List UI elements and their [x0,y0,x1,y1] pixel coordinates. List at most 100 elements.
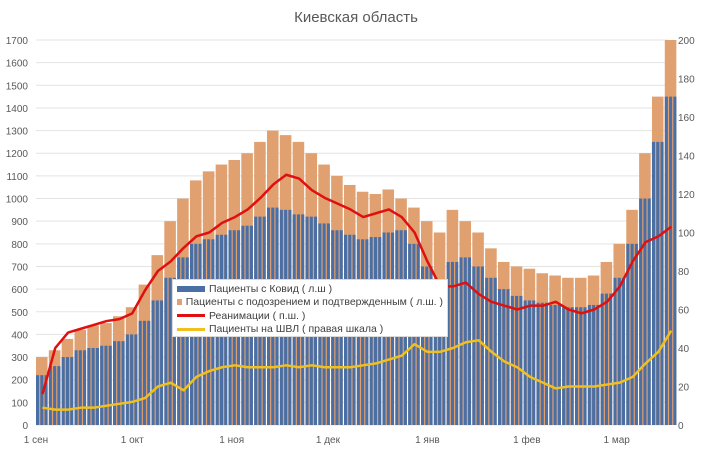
bar-covid [100,345,104,425]
bar-covid [455,261,459,425]
bar-covid [664,96,668,425]
bar-covid [172,277,176,425]
x-tick-label: 1 фев [513,434,540,446]
legend: Пациенты с Ковид ( л.ш ) Пациенты с подоз… [172,279,448,337]
bar-covid [442,280,446,425]
y-left-tick-label: 0 [22,421,28,432]
bar-covid [532,300,536,425]
bar-covid [472,266,476,425]
bar-covid [160,300,164,425]
bar-covid [87,348,91,425]
bar-covid [57,366,61,425]
bar-covid [647,198,651,425]
legend-swatch [177,327,205,331]
bar-covid [450,261,454,425]
bar-covid [130,334,134,425]
legend-swatch [177,285,205,292]
legend-item: Реанимации ( п.ш. ) [177,309,443,323]
bar-covid [596,304,600,425]
y-left-tick-label: 400 [11,330,28,341]
y-right-tick-label: 0 [678,421,684,432]
bar-covid [70,357,74,425]
legend-label: Пациенты с Ковид ( л.ш ) [209,282,333,295]
bar-covid [95,348,99,425]
bar-covid [617,277,621,425]
y-right-tick-label: 60 [678,306,690,317]
bar-covid [613,277,617,425]
y-right-tick-label: 40 [678,344,690,355]
bar-covid [53,366,57,425]
bar-covid [557,304,561,425]
bar-covid [609,293,613,425]
legend-swatch [177,314,205,318]
bar-covid [536,302,540,425]
bar-covid [622,277,626,425]
bar-covid [40,375,44,425]
bar-covid [65,357,70,425]
bar-covid [61,357,65,425]
y-left-tick-label: 600 [11,285,28,296]
y-left-tick-label: 1600 [6,59,29,70]
chart-title: Киевская область [294,9,418,26]
y-left-tick-label: 700 [11,262,28,273]
bar-covid [626,243,630,425]
bar-covid [553,304,557,425]
bar-covid [523,300,527,425]
bar-covid [587,304,591,425]
y-left-tick-label: 900 [11,217,28,228]
bar-covid [429,266,433,425]
y-right-tick-label: 100 [678,229,695,240]
y-right-tick-label: 140 [678,152,695,163]
bar-covid [104,345,108,425]
y-left-tick-label: 1700 [6,36,29,47]
y-right-tick-label: 80 [678,267,690,278]
y-right-tick-label: 20 [678,383,690,394]
bar-covid [545,302,549,425]
bar-covid [673,96,677,425]
y-left-tick-label: 500 [11,308,28,319]
bar-covid [459,257,463,425]
legend-item: Пациенты на ШВЛ ( правая шкала ) [177,323,443,337]
bar-covid [125,334,129,425]
y-left-tick-label: 300 [11,353,28,364]
bar-covid [540,302,544,425]
bar-covid [639,198,643,425]
bar-covid [519,295,523,425]
line-ventilation [42,330,673,411]
legend-item: Пациенты с Ковид ( л.ш ) [177,282,443,296]
bar-covid [510,295,514,425]
y-right-tick-label: 160 [678,113,695,124]
bar-covid [44,375,48,425]
bar-covid [36,375,40,425]
x-tick-label: 1 янв [415,435,440,446]
bar-covid [566,307,570,425]
bar-covid [502,289,506,425]
y-left-tick-label: 1200 [6,149,29,160]
bar-covid [583,307,587,425]
y-left-tick-label: 100 [11,398,28,409]
bar-covid [493,277,497,425]
bar-covid [600,293,604,425]
legend-label: Пациенты с подозрением и подтвержденным … [185,296,443,309]
x-tick-label: 1 окт [121,435,144,446]
bar-covid [74,350,78,425]
bar-covid [634,243,638,425]
bar-covid [656,141,660,426]
x-tick-label: 1 ноя [219,435,244,446]
bar-covid [155,300,159,425]
bar-covid [48,366,52,425]
bar-covid [108,345,112,425]
bar-covid [592,304,596,425]
bar-covid [78,350,82,425]
bar-covid [91,348,95,425]
bar-covid [527,300,531,425]
bar-covid [185,257,189,425]
bar-covid [660,141,664,426]
y-right-tick-label: 180 [678,75,695,86]
bar-covid [112,341,117,425]
legend-label: Реанимации ( п.ш. ) [209,309,306,322]
y-left-tick-label: 1100 [6,172,28,183]
bar-covid [177,257,181,425]
